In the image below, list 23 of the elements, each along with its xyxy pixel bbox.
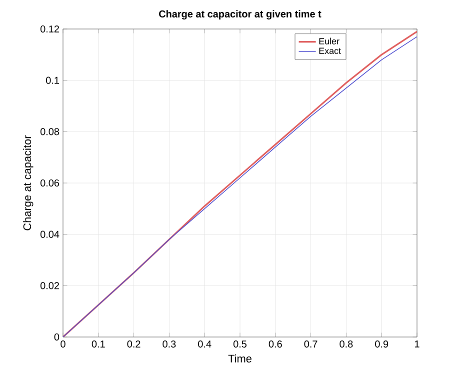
x-axis-title: Time xyxy=(228,354,252,362)
x-tick-label: 0.9 xyxy=(375,340,388,348)
legend-label: Exact xyxy=(319,48,341,54)
x-tick-label: 0.6 xyxy=(268,340,282,348)
y-axis-title: Charge at capacitor xyxy=(23,135,34,230)
x-tick-label: 0.4 xyxy=(198,340,212,348)
x-tick-label: 0.5 xyxy=(233,340,247,348)
x-tick-label: 0.7 xyxy=(304,340,318,348)
legend-label: Euler xyxy=(319,38,340,44)
y-tick-label: 0 xyxy=(54,333,60,341)
y-tick-label: 0.02 xyxy=(40,282,59,290)
x-tick-label: 1 xyxy=(415,340,420,348)
chart-title: Charge at capacitor at given time t xyxy=(159,10,322,20)
y-tick-label: 0.04 xyxy=(40,230,60,238)
x-tick-label: 0.8 xyxy=(340,340,353,348)
x-tick-label: 0.2 xyxy=(127,340,140,348)
y-tick-label: 0.06 xyxy=(40,179,60,187)
y-tick-label: 0.12 xyxy=(40,25,59,33)
y-tick-label: 0.08 xyxy=(40,128,60,136)
x-tick-label: 0.1 xyxy=(92,340,105,348)
y-tick-label: 0.1 xyxy=(46,76,59,84)
x-tick-label: 0 xyxy=(60,340,66,348)
x-tick-label: 0.3 xyxy=(162,340,176,348)
